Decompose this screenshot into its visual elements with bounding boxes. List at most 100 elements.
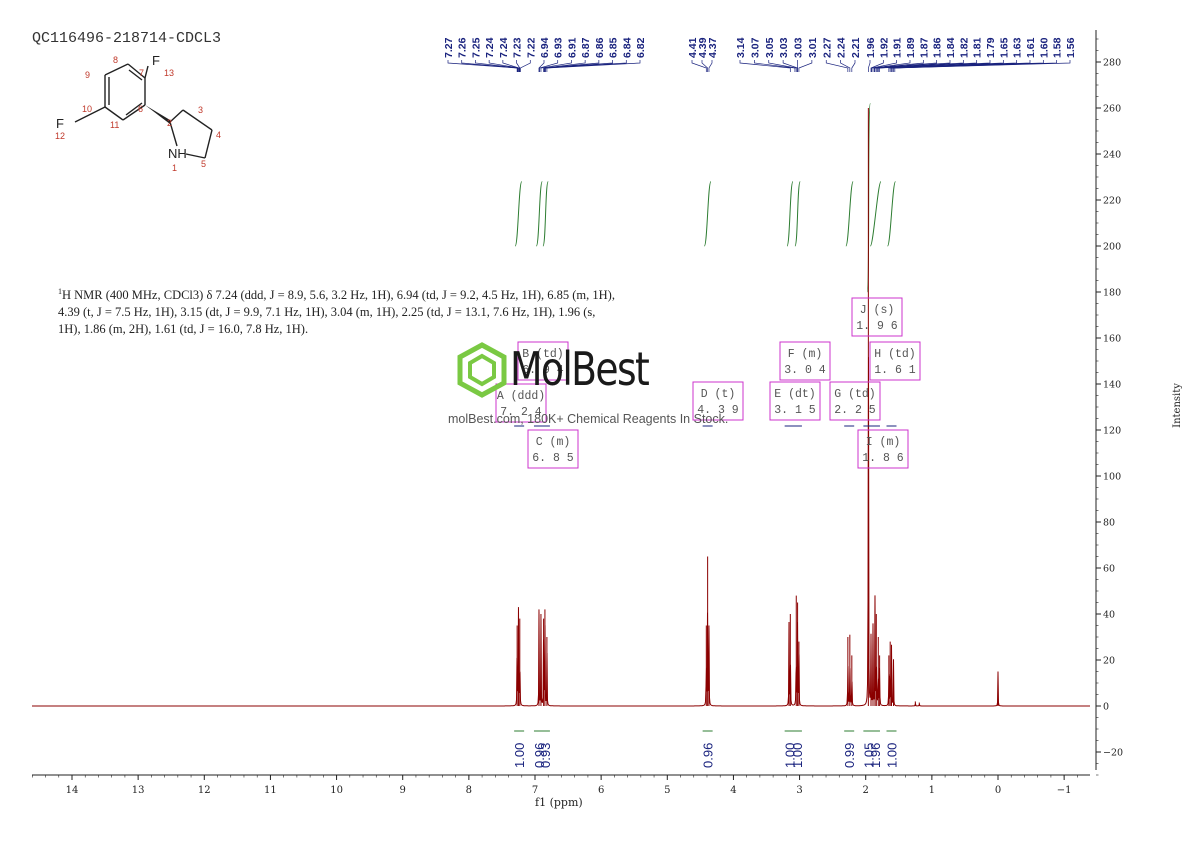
multiplet-box <box>517 341 569 381</box>
spectrum-trace <box>32 108 1090 707</box>
atom-nh-num: 1 <box>172 163 177 173</box>
integral-values: 1.00 0.960.93 0.96 1.001.00 0.99 1.051.96 1.00 <box>512 730 900 768</box>
multiplet-box <box>769 381 821 421</box>
integral-value: 1.00 <box>790 743 805 768</box>
peak-label: 6.84 <box>621 37 633 58</box>
peak-label: 1.89 <box>905 37 917 58</box>
integral-curves <box>514 102 896 293</box>
peak-label-leader <box>544 60 613 72</box>
y-tick-label: 160 <box>1103 334 1121 345</box>
multiplet-label: B (td) <box>522 348 563 361</box>
peak-label-leader <box>475 60 519 72</box>
integral-curve <box>794 181 801 247</box>
peak-label: 1.96 <box>865 37 877 58</box>
x-tick-label: 0 <box>995 785 1001 796</box>
multiplet-shift: 3. 0 4 <box>784 364 826 377</box>
y-tick-label: 140 <box>1103 380 1121 391</box>
multiplet-box <box>829 381 881 421</box>
peak-label-leader <box>894 60 1071 72</box>
x-tick-label: 10 <box>330 785 343 796</box>
peak-label-leader <box>840 60 851 72</box>
x-tick-label: −1 <box>1057 785 1072 796</box>
multiplet-shift: 6. 8 5 <box>532 452 574 465</box>
peak-label-leader <box>691 60 707 72</box>
x-tick-label: 5 <box>664 785 670 796</box>
peak-label: 1.84 <box>945 37 957 58</box>
y-tick-label: 100 <box>1103 472 1121 483</box>
atom-f12-num: 12 <box>55 131 65 141</box>
y-tick-label: 220 <box>1103 196 1121 207</box>
peak-label: 7.25 <box>470 37 482 58</box>
ring-num-2: 2 <box>167 118 172 128</box>
multiplet-label: H (td) <box>874 348 915 361</box>
peak-label: 3.14 <box>735 37 747 58</box>
peak-label: 7.26 <box>457 37 469 58</box>
x-tick-label: 11 <box>264 785 277 796</box>
atom-f13: F <box>152 53 160 68</box>
multiplet-shift: 3. 1 5 <box>774 404 816 417</box>
integral-curve <box>542 181 549 247</box>
integral-curve <box>514 181 523 247</box>
ring-num-8: 8 <box>113 55 118 65</box>
peak-label: 1.92 <box>878 37 890 58</box>
integral-value: 0.96 <box>532 743 547 768</box>
y-tick-label: 60 <box>1103 564 1115 575</box>
multiplet-label: J (s) <box>860 304 895 317</box>
atom-f12: F <box>56 116 64 131</box>
multiplet-box <box>851 297 903 337</box>
peak-label-leader <box>871 60 898 72</box>
integral-value: 1.05 <box>861 743 876 768</box>
peak-labels: 7.27 7.26 7.25 7.24 7.24 7.23 7.22 6.94 6.93 6.91… <box>443 37 1077 58</box>
multiplet-box <box>869 341 921 381</box>
multiplet-label: I (m) <box>866 436 901 449</box>
nmr-superscript: 1 <box>58 287 62 296</box>
peak-label-leader <box>520 60 531 72</box>
y-tick-label: 20 <box>1103 656 1115 667</box>
peak-label: 1.61 <box>1025 37 1037 58</box>
ring-num-11: 11 <box>110 120 119 130</box>
y-tick-label: 0 <box>1103 702 1109 713</box>
peak-label-leader <box>768 60 797 72</box>
watermark-brand: MolBest <box>510 342 650 396</box>
multiplet-label: C (m) <box>536 436 571 449</box>
multiplet-shift: 1. 9 6 <box>856 320 898 333</box>
peak-label: 4.37 <box>707 37 719 58</box>
y-tick-label: 260 <box>1103 104 1121 115</box>
x-tick-label: 12 <box>198 785 211 796</box>
x-tick-label: 1 <box>929 785 935 796</box>
multiplet-box <box>527 429 579 469</box>
peak-label: 3.03 <box>793 37 805 58</box>
molecule-structure: F 13 F 12 NH 1 2 3 4 5 6 7 8 9 10 11 <box>55 53 221 173</box>
multiplet-shift: 7. 2 4 <box>500 406 542 419</box>
atom-f13-num: 13 <box>164 68 174 78</box>
peak-label-leader <box>543 60 600 72</box>
multiplet-shift: 6. 9 4 <box>522 364 564 377</box>
peak-label-leader <box>701 60 708 72</box>
peak-label-leader <box>873 60 924 72</box>
peak-label: 3.05 <box>764 37 776 58</box>
peak-label: 6.87 <box>580 37 592 58</box>
peak-label: 2.21 <box>850 37 862 58</box>
peak-label-leader <box>502 60 520 72</box>
peak-label-leader <box>539 60 559 72</box>
peak-label: 1.82 <box>958 37 970 58</box>
peak-label-leader <box>543 60 586 72</box>
multiplet-box <box>779 341 831 381</box>
peak-label-leader <box>540 60 572 72</box>
multiplet-label: G (td) <box>834 388 875 401</box>
ring-num-3: 3 <box>198 105 203 115</box>
peak-label: 3.03 <box>778 37 790 58</box>
peak-label-leader <box>870 60 884 72</box>
y-tick-label: 120 <box>1103 426 1121 437</box>
peak-label-leader <box>516 60 521 72</box>
peak-label: 1.81 <box>972 37 984 58</box>
peak-label-leader <box>851 60 856 72</box>
peak-label: 1.91 <box>892 37 904 58</box>
peak-label: 6.94 <box>539 37 551 58</box>
peak-label: 1.60 <box>1038 37 1050 58</box>
ring-num-6: 6 <box>138 104 143 114</box>
multiplet-shift: 2. 2 5 <box>834 404 876 417</box>
nmr-description: 1H NMR (400 MHz, CDCl3) δ 7.24 (ddd, J =… <box>58 283 618 338</box>
peak-label: 3.07 <box>749 37 761 58</box>
